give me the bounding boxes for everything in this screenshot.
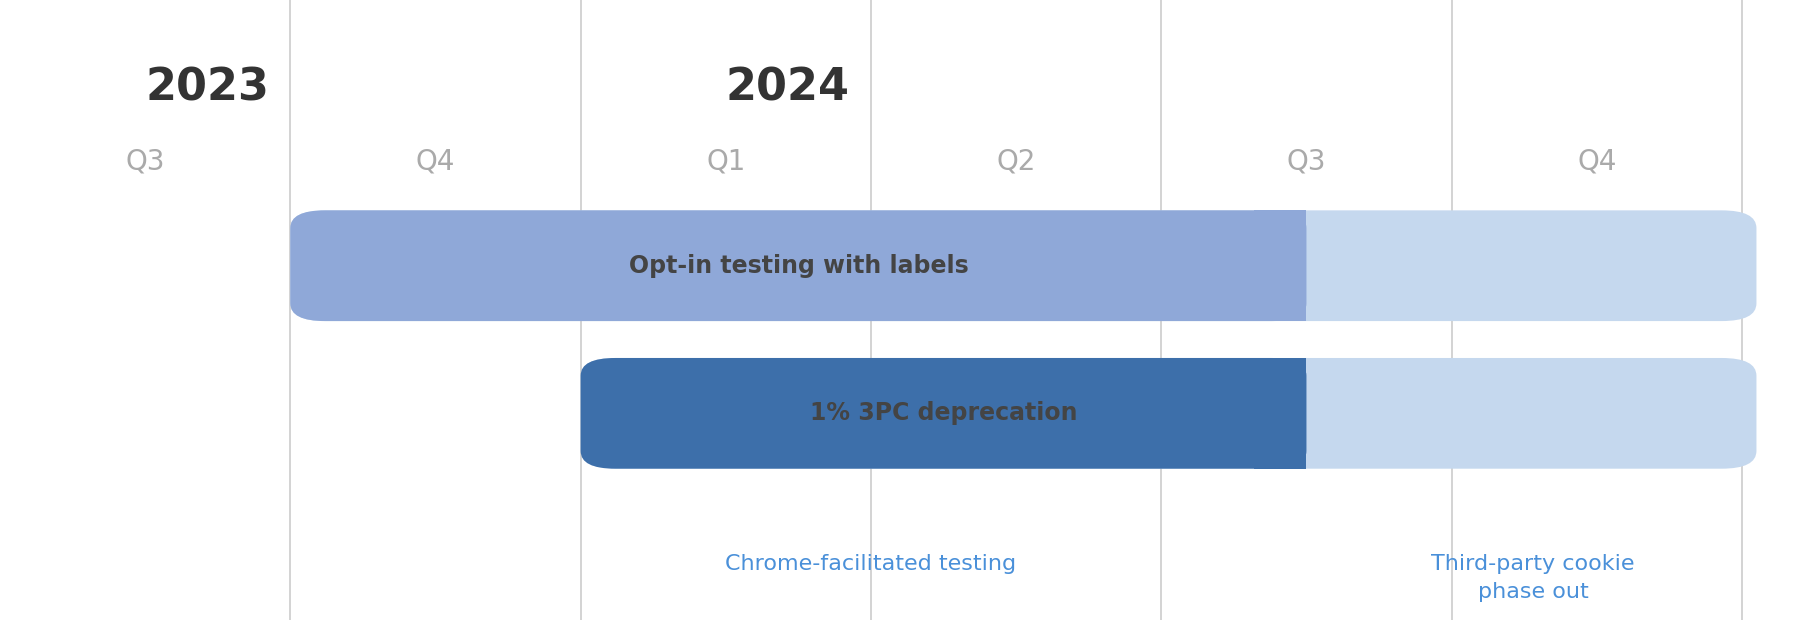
Text: Q1: Q1 <box>706 148 745 175</box>
FancyBboxPatch shape <box>290 210 1307 321</box>
FancyBboxPatch shape <box>581 358 1307 469</box>
FancyBboxPatch shape <box>581 358 1757 469</box>
Text: 1% 3PC deprecation: 1% 3PC deprecation <box>810 401 1076 425</box>
Text: 2023: 2023 <box>146 66 268 109</box>
Text: Q4: Q4 <box>416 148 455 175</box>
Text: Opt-in testing with labels: Opt-in testing with labels <box>628 254 968 278</box>
Bar <box>1255 210 1307 321</box>
Text: Third-party cookie
phase out: Third-party cookie phase out <box>1431 554 1634 601</box>
Text: Chrome-facilitated testing: Chrome-facilitated testing <box>725 554 1017 574</box>
FancyBboxPatch shape <box>290 210 1757 321</box>
Bar <box>1255 358 1307 469</box>
Text: Q4: Q4 <box>1577 148 1616 175</box>
Text: 2024: 2024 <box>725 66 850 109</box>
Text: Q3: Q3 <box>1287 148 1327 175</box>
Text: Q3: Q3 <box>126 148 166 175</box>
Text: Q2: Q2 <box>997 148 1035 175</box>
